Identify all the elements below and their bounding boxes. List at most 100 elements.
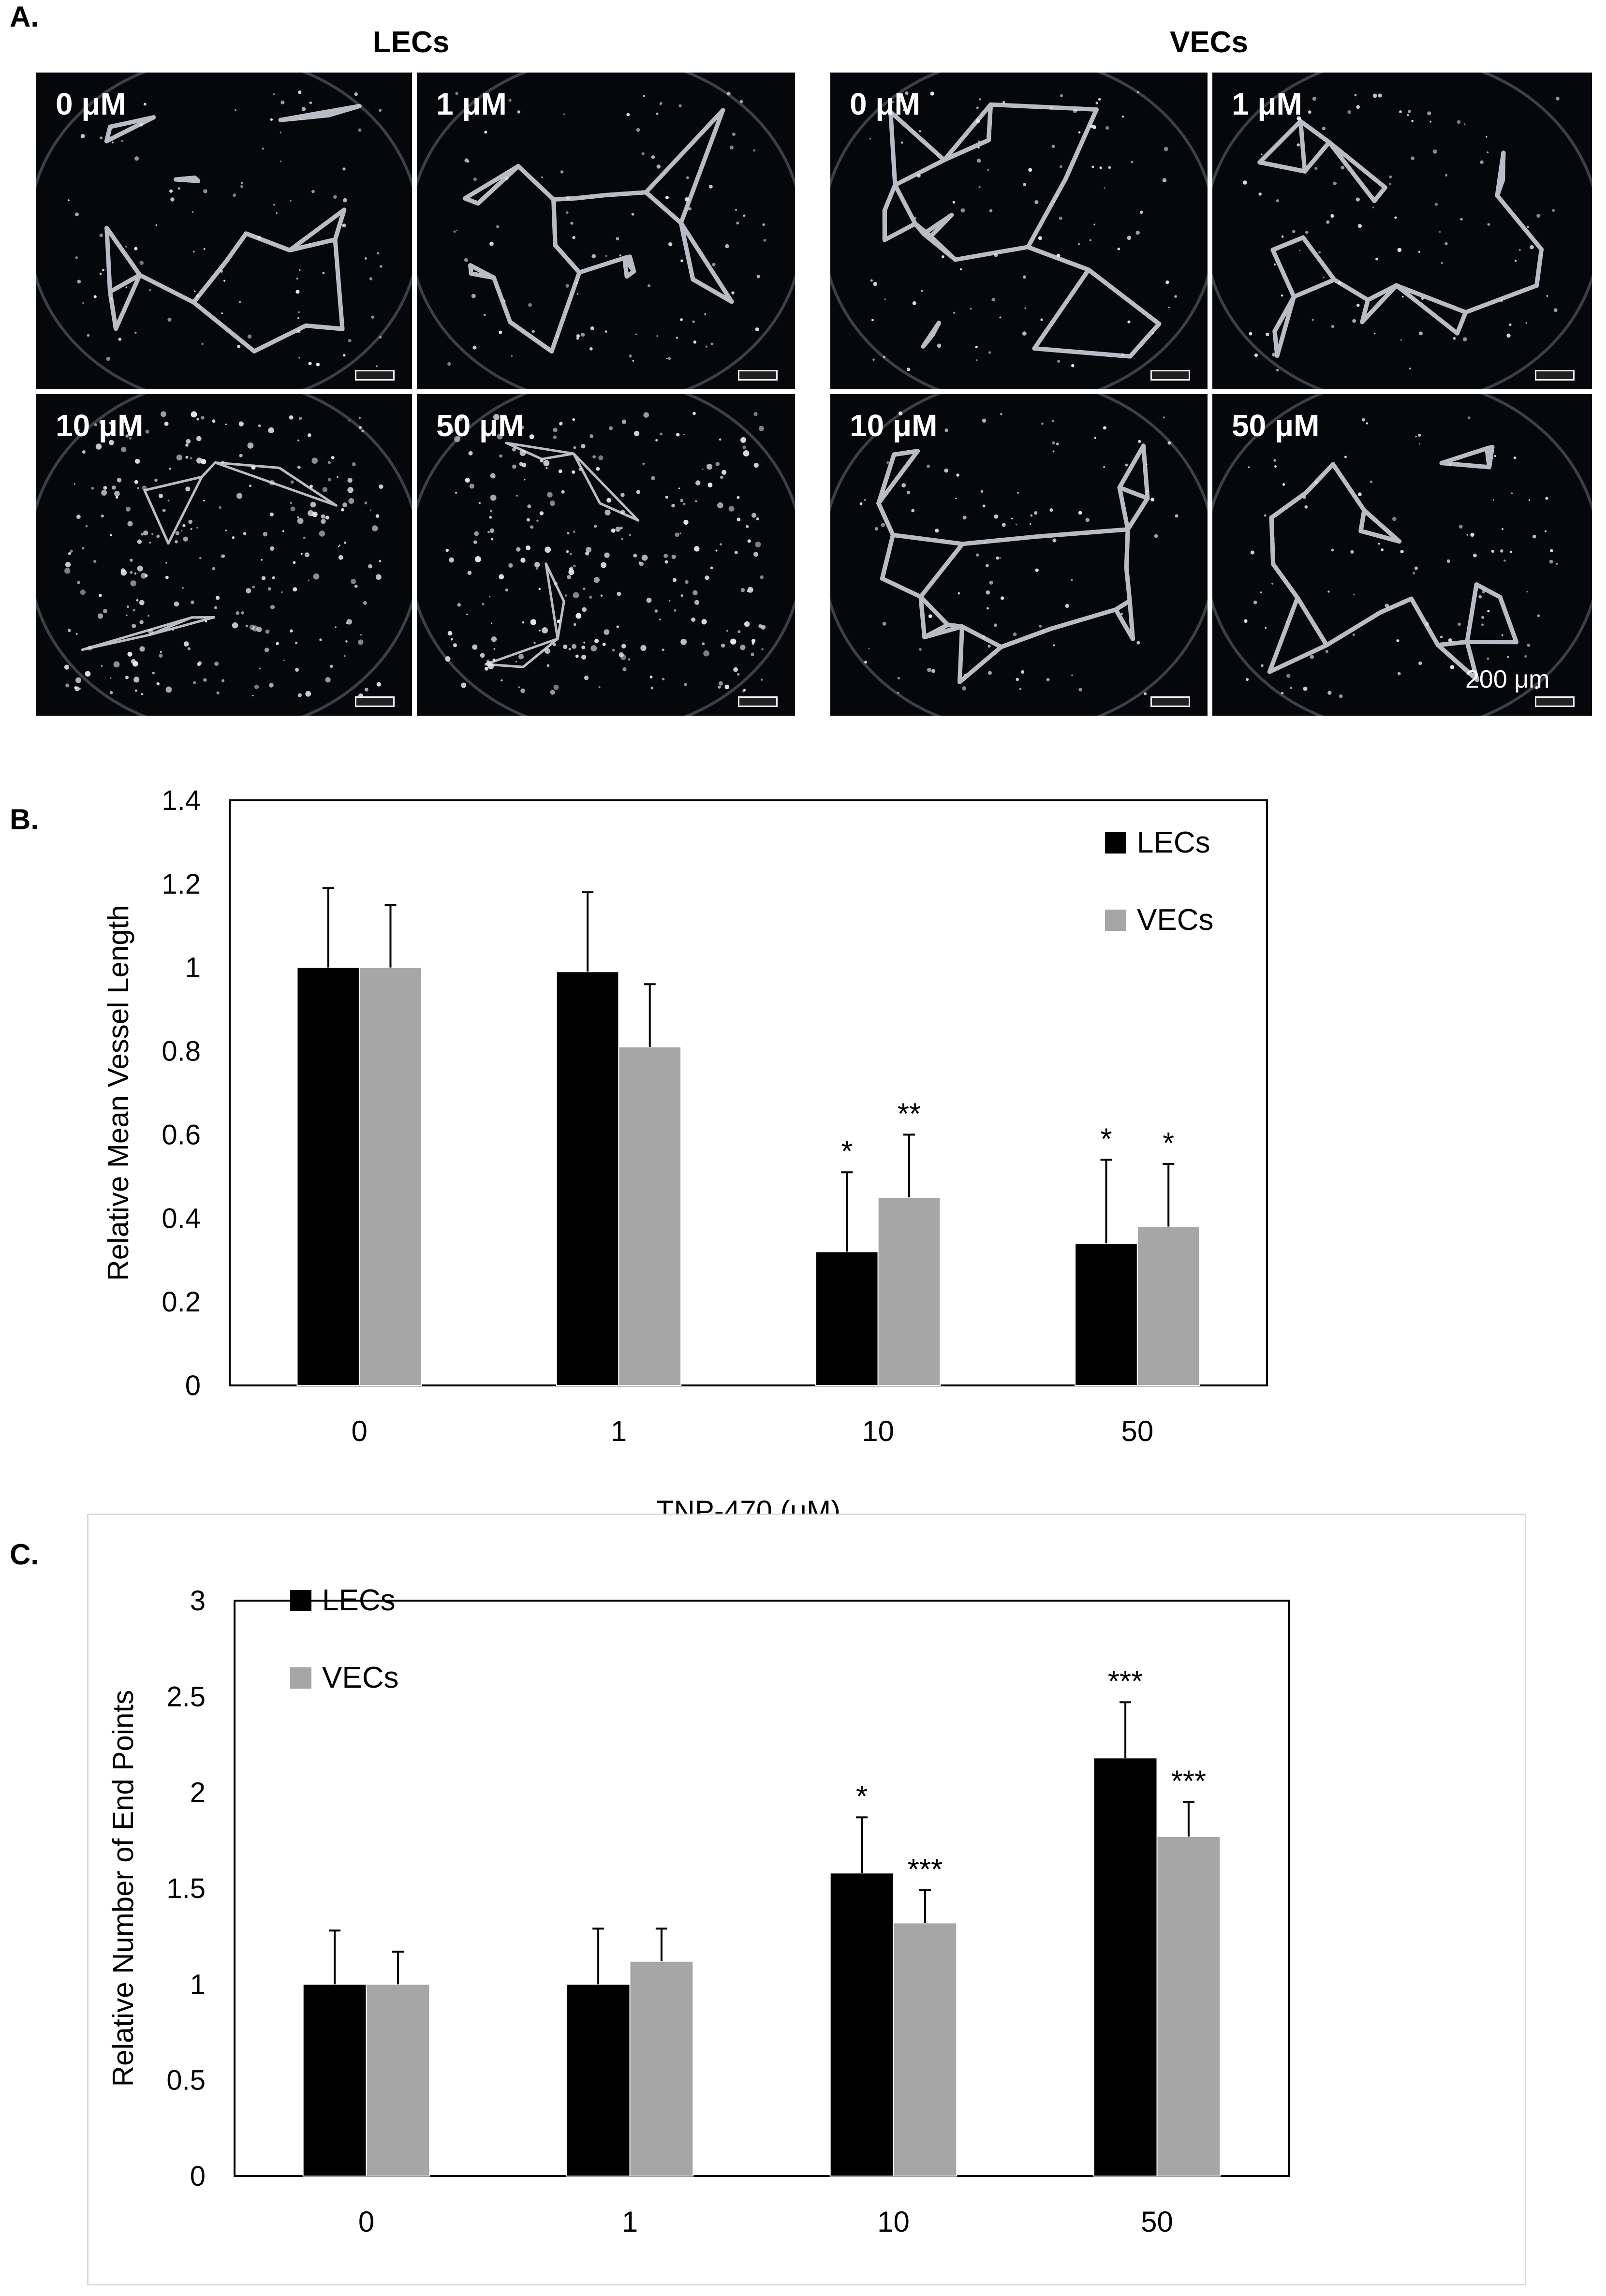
cell-cluster [533,642,536,644]
cell-cluster [333,195,337,199]
cell-cluster [620,527,623,530]
cell-cluster [604,509,611,515]
legend-label-lecs: LECs [1137,826,1210,859]
cell-cluster [519,450,526,456]
cell-cluster [742,445,746,449]
cell-cluster [240,185,244,188]
cell-cluster [1016,677,1019,681]
cell-cluster [103,609,107,614]
cell-cluster [1260,591,1262,594]
cell-cluster [1244,619,1248,623]
cell-cluster [1544,530,1547,532]
cell-cluster [1325,650,1328,653]
x-tick-label: 1 [622,2206,638,2238]
cell-cluster [265,629,270,634]
cell-cluster [953,311,956,314]
cell-cluster [1392,516,1397,521]
cell-cluster [740,437,746,443]
cell-cluster [554,582,558,586]
cell-cluster [295,290,300,294]
cell-cluster [101,514,104,518]
cell-cluster [547,492,553,498]
cell-cluster [196,436,202,442]
network-branch [1271,562,1300,600]
cell-cluster [668,600,671,602]
cell-cluster [1056,194,1059,197]
cell-cluster [335,626,337,628]
cell-cluster [576,337,579,340]
cell-cluster [1414,566,1418,570]
cell-cluster [598,455,604,460]
cell-cluster [109,297,113,301]
cell-cluster [545,546,551,553]
cell-cluster [183,641,189,647]
cell-cluster [192,211,194,213]
cell-cluster [144,574,148,577]
cell-cluster [525,545,530,550]
cell-cluster [1394,216,1397,219]
network-branch [678,108,725,225]
cell-cluster [201,416,205,420]
cell-cluster [621,644,626,649]
cell-cluster [1352,319,1356,323]
cell-cluster [75,256,78,259]
cell-cluster [1375,257,1378,261]
network-branch [918,594,927,640]
cell-cluster [631,213,634,216]
cell-cluster [225,423,227,426]
cell-cluster [1327,691,1332,695]
cell-cluster [1278,321,1281,324]
cell-cluster [311,457,318,464]
cell-cluster [1150,498,1155,502]
cell-cluster [665,195,669,200]
cell-cluster [338,555,343,560]
network-branch [678,221,695,282]
cell-cluster [680,499,684,502]
x-tick-label: 0 [358,2206,374,2238]
cell-cluster [663,554,668,558]
cell-cluster [379,265,383,268]
cell-cluster [633,553,637,558]
chart-vessel-length: 0 0.2 0.4 0.6 0.8 1 1.2 1.4 Relative Mean Vessel… [0,783,1606,1527]
cell-cluster [1530,245,1534,250]
cell-cluster [1060,94,1063,98]
cell-cluster [536,519,539,522]
legend-swatch-vecs [290,1667,311,1689]
network-branch [876,449,920,506]
cell-cluster [464,258,468,262]
cell-cluster [901,483,906,487]
cell-cluster [680,259,684,263]
cell-cluster [503,300,506,302]
legend-label-lecs: LECs [322,1584,396,1617]
cell-cluster [1546,295,1548,297]
cell-cluster [264,648,269,652]
cell-cluster [445,548,449,552]
cell-cluster [112,485,116,490]
cell-cluster [159,653,163,658]
network-branch [959,624,1003,649]
cell-cluster [1518,249,1521,251]
cell-cluster [196,417,200,421]
cell-cluster [322,272,325,274]
cell-cluster [651,476,655,481]
cell-cluster [1272,353,1276,357]
cell-cluster [1056,253,1061,258]
cell-cluster [1303,686,1308,691]
cell-cluster [453,643,457,648]
cell-cluster [512,447,516,452]
cell-cluster [1467,416,1471,419]
cell-cluster [214,661,219,666]
cell-cluster [1401,295,1404,298]
cell-cluster [706,463,713,470]
cell-cluster [575,654,579,658]
network-branch [545,562,559,640]
network-branch [333,237,345,331]
cell-cluster [590,645,597,652]
cell-cluster [1253,601,1257,604]
cell-cluster [488,596,491,598]
network-branches [1257,119,1544,358]
cell-cluster [141,533,144,536]
micrograph-vecs-3: 50 μM [1212,394,1592,716]
cell-cluster [321,514,325,519]
cell-cluster [989,209,993,213]
